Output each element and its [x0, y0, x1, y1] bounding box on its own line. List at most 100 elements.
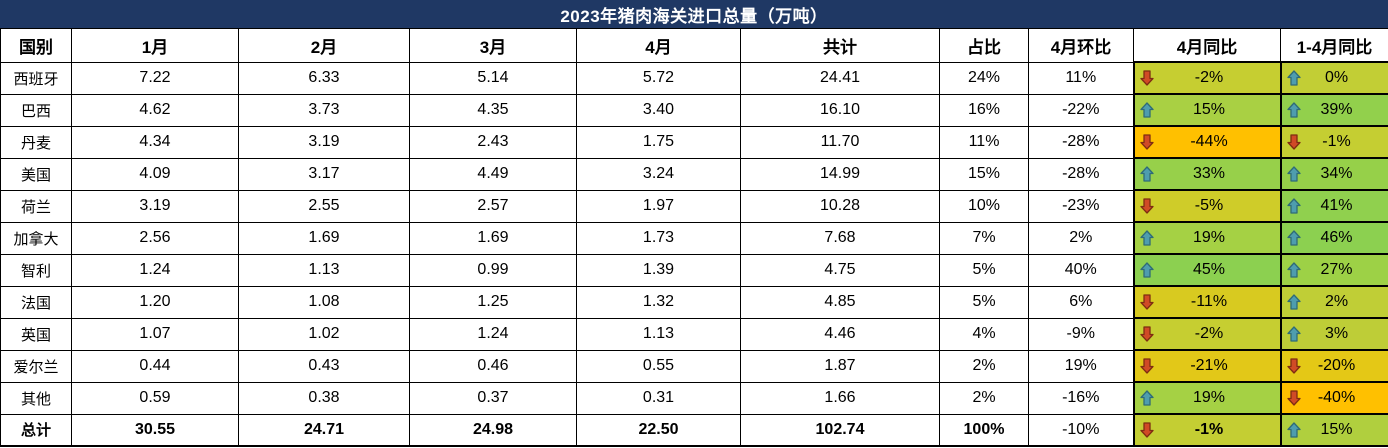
- up-arrow-icon: [1286, 166, 1301, 182]
- up-arrow-icon: [1286, 230, 1301, 246]
- yoy-cell: -21%: [1132, 349, 1282, 383]
- ytd-cell: 34%: [1279, 157, 1388, 191]
- country-cell: 荷兰: [0, 189, 72, 223]
- m4-cell: 22.50: [576, 413, 741, 447]
- table-row: 爱尔兰 0.44 0.43 0.46 0.55 1.87 2% 19% -21% -20%: [0, 349, 1388, 383]
- m2-cell: 1.69: [238, 221, 410, 255]
- up-arrow-icon: [1286, 326, 1301, 342]
- ytd-cell: 2%: [1279, 285, 1388, 319]
- yoy-cell-value: -44%: [1190, 133, 1228, 150]
- country-cell: 巴西: [0, 93, 72, 127]
- total-cell: 10.28: [740, 189, 940, 223]
- table-row: 法国 1.20 1.08 1.25 1.32 4.85 5% 6% -11% 2%: [0, 285, 1388, 319]
- yoy-cell: 19%: [1132, 221, 1282, 255]
- ytd-cell: -20%: [1279, 349, 1388, 383]
- m1-cell: 0.44: [71, 349, 239, 383]
- yoy-cell-value: 19%: [1192, 229, 1226, 246]
- column-header: 共计: [740, 28, 940, 63]
- yoy-cell: 45%: [1132, 253, 1282, 287]
- column-header: 1月: [71, 28, 239, 63]
- up-arrow-icon: [1139, 390, 1154, 406]
- m3-cell: 1.69: [409, 221, 577, 255]
- yoy-cell: 19%: [1132, 381, 1282, 415]
- m1-cell: 3.19: [71, 189, 239, 223]
- column-header: 4月环比: [1028, 28, 1134, 63]
- m2-cell: 3.19: [238, 125, 410, 159]
- m2-cell: 3.73: [238, 93, 410, 127]
- m2-cell: 1.02: [238, 317, 410, 351]
- m2-cell: 0.43: [238, 349, 410, 383]
- mom-cell: -23%: [1028, 189, 1134, 223]
- m4-cell: 1.13: [576, 317, 741, 351]
- country-cell: 智利: [0, 253, 72, 287]
- country-cell: 丹麦: [0, 125, 72, 159]
- yoy-cell-value: -2%: [1194, 69, 1224, 86]
- ytd-cell: 15%: [1279, 413, 1388, 447]
- yoy-cell: -11%: [1132, 285, 1282, 319]
- share-cell: 2%: [939, 381, 1029, 415]
- down-arrow-icon: [1139, 70, 1154, 86]
- m4-cell: 1.73: [576, 221, 741, 255]
- m4-cell: 3.40: [576, 93, 741, 127]
- column-header: 占比: [939, 28, 1029, 63]
- yoy-cell-value: 33%: [1192, 165, 1226, 182]
- yoy-cell: -1%: [1132, 413, 1282, 447]
- ytd-cell-value: 39%: [1320, 101, 1353, 118]
- m3-cell: 4.49: [409, 157, 577, 191]
- share-cell: 5%: [939, 253, 1029, 287]
- m3-cell: 2.57: [409, 189, 577, 223]
- ytd-cell: 46%: [1279, 221, 1388, 255]
- mom-cell: 19%: [1028, 349, 1134, 383]
- yoy-cell-value: -5%: [1194, 197, 1224, 214]
- m2-cell: 6.33: [238, 61, 410, 95]
- m2-cell: 0.38: [238, 381, 410, 415]
- m3-cell: 0.46: [409, 349, 577, 383]
- table-row: 智利 1.24 1.13 0.99 1.39 4.75 5% 40% 45% 27%: [0, 253, 1388, 287]
- yoy-cell-value: -1%: [1194, 421, 1224, 438]
- share-cell: 11%: [939, 125, 1029, 159]
- column-header: 3月: [409, 28, 577, 63]
- country-cell: 法国: [0, 285, 72, 319]
- ytd-cell-value: 15%: [1320, 421, 1353, 438]
- m1-cell: 1.07: [71, 317, 239, 351]
- mom-cell: 11%: [1028, 61, 1134, 95]
- yoy-cell: 33%: [1132, 157, 1282, 191]
- ytd-cell: 27%: [1279, 253, 1388, 287]
- m1-cell: 4.34: [71, 125, 239, 159]
- up-arrow-icon: [1286, 294, 1301, 310]
- total-cell: 7.68: [740, 221, 940, 255]
- total-cell: 4.85: [740, 285, 940, 319]
- share-cell: 5%: [939, 285, 1029, 319]
- ytd-cell: 3%: [1279, 317, 1388, 351]
- m4-cell: 0.55: [576, 349, 741, 383]
- mom-cell: 40%: [1028, 253, 1134, 287]
- yoy-cell-value: -2%: [1194, 325, 1224, 342]
- ytd-cell-value: -20%: [1317, 357, 1356, 374]
- share-cell: 16%: [939, 93, 1029, 127]
- total-row: 总计 30.55 24.71 24.98 22.50 102.74 100% -10% -1% 1…: [0, 413, 1388, 447]
- share-cell: 4%: [939, 317, 1029, 351]
- down-arrow-icon: [1139, 134, 1154, 150]
- total-cell: 1.87: [740, 349, 940, 383]
- m1-cell: 1.24: [71, 253, 239, 287]
- up-arrow-icon: [1139, 230, 1154, 246]
- mom-cell: -9%: [1028, 317, 1134, 351]
- country-cell: 总计: [0, 413, 72, 447]
- up-arrow-icon: [1286, 198, 1301, 214]
- ytd-cell: -40%: [1279, 381, 1388, 415]
- m2-cell: 3.17: [238, 157, 410, 191]
- mom-cell: -28%: [1028, 125, 1134, 159]
- yoy-cell: 15%: [1132, 93, 1282, 127]
- country-cell: 加拿大: [0, 221, 72, 255]
- import-table: 国别 1月 2月 3月 4月 共计 占比 4月环比 4月同比 1-4月同比 西班牙 7.22 6.33…: [0, 28, 1388, 447]
- m3-cell: 24.98: [409, 413, 577, 447]
- column-header: 4月同比: [1133, 28, 1281, 63]
- table-title: 2023年猪肉海关进口总量（万吨）: [560, 6, 828, 26]
- yoy-cell-value: -11%: [1190, 293, 1228, 310]
- down-arrow-icon: [1139, 294, 1154, 310]
- ytd-cell-value: 2%: [1324, 293, 1349, 310]
- table-row: 荷兰 3.19 2.55 2.57 1.97 10.28 10% -23% -5% 41%: [0, 189, 1388, 223]
- m1-cell: 7.22: [71, 61, 239, 95]
- column-header: 国别: [0, 28, 72, 63]
